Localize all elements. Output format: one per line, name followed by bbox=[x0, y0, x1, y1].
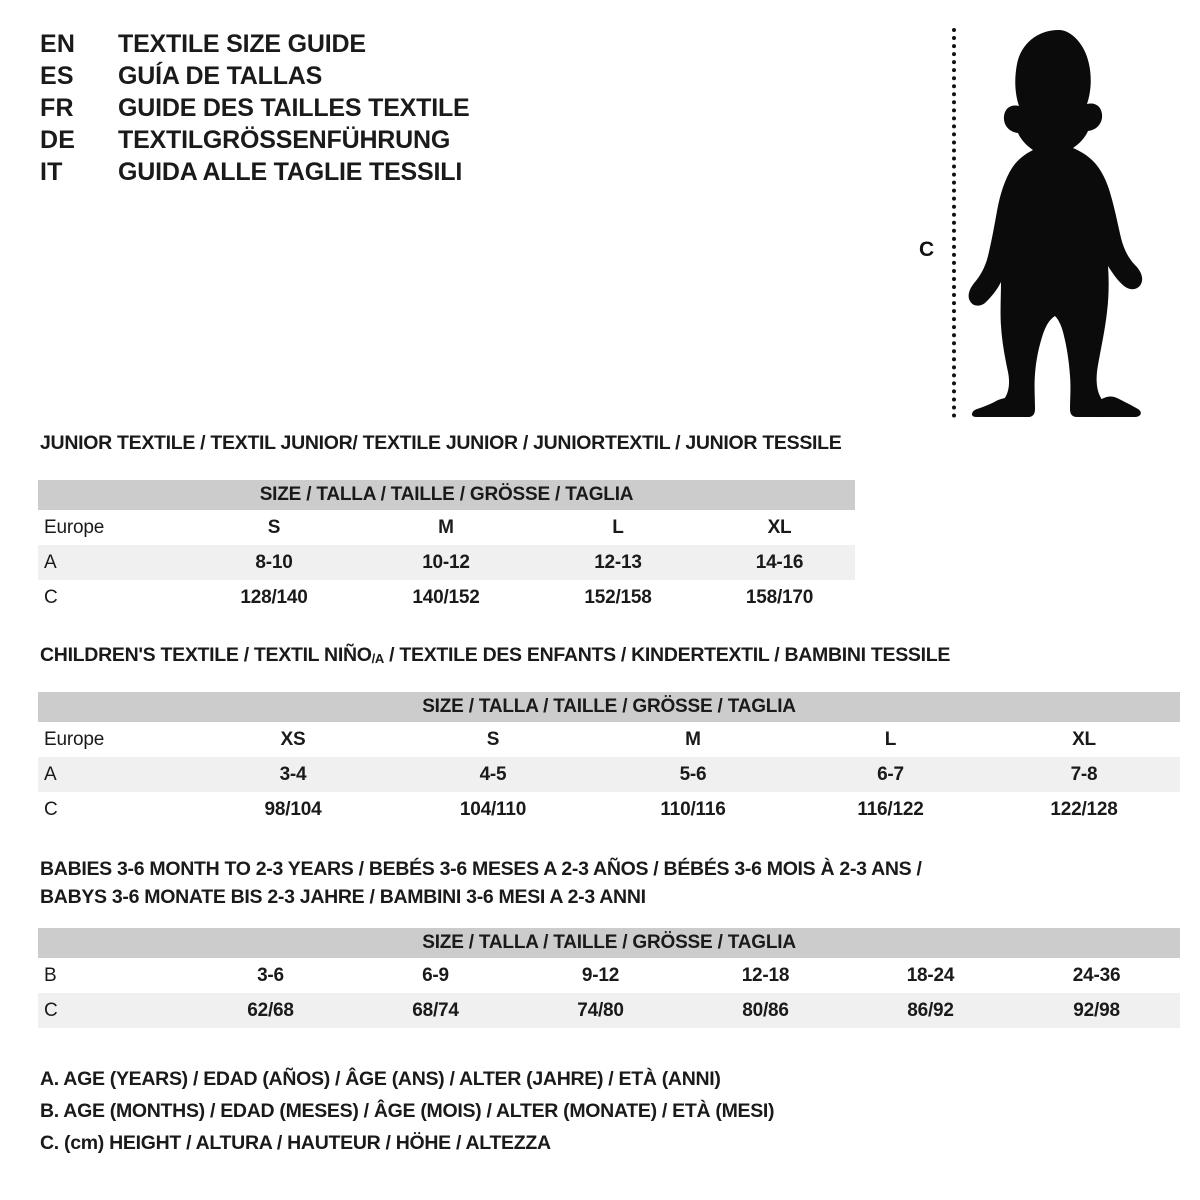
babies-cell-0-4: 18-24 bbox=[848, 958, 1013, 993]
language-row-it: IT GUIDA ALLE TAGLIE TESSILI bbox=[40, 158, 560, 190]
children-row-head-0: Europe bbox=[38, 722, 193, 757]
junior-cell-2-0: 128/140 bbox=[188, 580, 360, 615]
language-code-de: DE bbox=[40, 126, 76, 154]
babies-cell-1-5: 92/98 bbox=[1013, 993, 1181, 1028]
babies-cell-0-0: 3-6 bbox=[188, 958, 353, 993]
babies-cell-1-2: 74/80 bbox=[518, 993, 683, 1028]
height-measurement-figure: C bbox=[905, 20, 1185, 420]
junior-cell-0-3: XL bbox=[704, 510, 856, 545]
children-size-table: SIZE / TALLA / TAILLE / GRÖSSE / TAGLIA … bbox=[38, 692, 1181, 827]
language-code-it: IT bbox=[40, 158, 63, 186]
children-cell-0-2: M bbox=[593, 722, 793, 757]
language-title-es: GUÍA DE TALLAS bbox=[118, 62, 323, 90]
junior-cell-2-2: 152/158 bbox=[532, 580, 704, 615]
height-axis-label: C bbox=[919, 238, 935, 261]
junior-band-label: SIZE / TALLA / TAILLE / GRÖSSE / TAGLIA bbox=[38, 480, 856, 510]
babies-cell-1-3: 80/86 bbox=[683, 993, 848, 1028]
babies-size-table: SIZE / TALLA / TAILLE / GRÖSSE / TAGLIA … bbox=[38, 928, 1181, 1028]
section-heading-babies-line1: BABIES 3-6 MONTH TO 2-3 YEARS / BEBÉS 3-… bbox=[40, 858, 922, 880]
babies-band-label: SIZE / TALLA / TAILLE / GRÖSSE / TAGLIA bbox=[38, 928, 1181, 958]
junior-cell-1-2: 12-13 bbox=[532, 545, 704, 580]
children-cell-2-2: 110/116 bbox=[593, 792, 793, 827]
section-heading-junior: JUNIOR TEXTILE / TEXTIL JUNIOR/ TEXTILE … bbox=[40, 432, 842, 454]
language-title-block: EN TEXTILE SIZE GUIDE ES GUÍA DE TALLAS … bbox=[40, 30, 560, 190]
babies-cell-0-1: 6-9 bbox=[353, 958, 518, 993]
legend-line-b: B. AGE (MONTHS) / EDAD (MESES) / ÂGE (MO… bbox=[40, 1100, 775, 1122]
table-row: C 128/140 140/152 152/158 158/170 bbox=[38, 580, 856, 615]
legend-c-text: HEIGHT / ALTURA / HAUTEUR / HÖHE / ALTEZ… bbox=[104, 1132, 551, 1154]
children-cell-2-0: 98/104 bbox=[193, 792, 393, 827]
children-row-head-1: A bbox=[38, 757, 193, 792]
junior-row-head-0: Europe bbox=[38, 510, 188, 545]
table-row: A 3-4 4-5 5-6 6-7 7-8 bbox=[38, 757, 1181, 792]
measurement-legend: A. AGE (YEARS) / EDAD (AÑOS) / ÂGE (ANS)… bbox=[40, 1068, 940, 1164]
babies-table-band: SIZE / TALLA / TAILLE / GRÖSSE / TAGLIA bbox=[38, 928, 1181, 958]
language-code-en: EN bbox=[40, 30, 76, 58]
legend-line-c: C. (cm) HEIGHT / ALTURA / HAUTEUR / HÖHE… bbox=[40, 1132, 940, 1164]
junior-cell-1-3: 14-16 bbox=[704, 545, 856, 580]
language-row-es: ES GUÍA DE TALLAS bbox=[40, 62, 560, 94]
children-cell-2-3: 116/122 bbox=[793, 792, 988, 827]
babies-cell-0-3: 12-18 bbox=[683, 958, 848, 993]
section-heading-children: CHILDREN'S TEXTILE / TEXTIL NIÑO/A / TEX… bbox=[40, 644, 950, 667]
legend-line-a: A. AGE (YEARS) / EDAD (AÑOS) / ÂGE (ANS)… bbox=[40, 1068, 721, 1090]
junior-cell-2-3: 158/170 bbox=[704, 580, 856, 615]
children-band-label: SIZE / TALLA / TAILLE / GRÖSSE / TAGLIA bbox=[38, 692, 1181, 722]
children-cell-0-0: XS bbox=[193, 722, 393, 757]
junior-size-table: SIZE / TALLA / TAILLE / GRÖSSE / TAGLIA … bbox=[38, 480, 856, 615]
language-title-it: GUIDA ALLE TAGLIE TESSILI bbox=[118, 158, 463, 186]
junior-cell-0-0: S bbox=[188, 510, 360, 545]
junior-row-head-2: C bbox=[38, 580, 188, 615]
babies-row-head-1: C bbox=[38, 993, 188, 1028]
babies-row-head-0: B bbox=[38, 958, 188, 993]
junior-row-head-1: A bbox=[38, 545, 188, 580]
babies-cell-1-4: 86/92 bbox=[848, 993, 1013, 1028]
table-row: B 3-6 6-9 9-12 12-18 18-24 24-36 bbox=[38, 958, 1181, 993]
language-code-es: ES bbox=[40, 62, 74, 90]
language-title-de: TEXTILGRÖSSENFÜHRUNG bbox=[118, 126, 451, 154]
table-row: C 62/68 68/74 74/80 80/86 86/92 92/98 bbox=[38, 993, 1181, 1028]
legend-c-unit: C. (cm) bbox=[40, 1132, 104, 1154]
junior-cell-0-2: L bbox=[532, 510, 704, 545]
babies-cell-0-2: 9-12 bbox=[518, 958, 683, 993]
babies-cell-1-1: 68/74 bbox=[353, 993, 518, 1028]
children-cell-1-0: 3-4 bbox=[193, 757, 393, 792]
table-row: Europe XS S M L XL bbox=[38, 722, 1181, 757]
language-title-en: TEXTILE SIZE GUIDE bbox=[118, 30, 366, 58]
table-row: A 8-10 10-12 12-13 14-16 bbox=[38, 545, 856, 580]
table-row: Europe S M L XL bbox=[38, 510, 856, 545]
language-row-en: EN TEXTILE SIZE GUIDE bbox=[40, 30, 560, 62]
height-dotted-line bbox=[952, 28, 956, 418]
children-heading-subscript: /A bbox=[371, 651, 385, 666]
table-row: C 98/104 104/110 110/116 116/122 122/128 bbox=[38, 792, 1181, 827]
children-cell-1-4: 7-8 bbox=[988, 757, 1181, 792]
junior-cell-2-1: 140/152 bbox=[360, 580, 532, 615]
children-row-head-2: C bbox=[38, 792, 193, 827]
babies-cell-0-5: 24-36 bbox=[1013, 958, 1181, 993]
junior-table-band: SIZE / TALLA / TAILLE / GRÖSSE / TAGLIA bbox=[38, 480, 856, 510]
children-heading-part1: CHILDREN'S TEXTILE / TEXTIL NIÑO bbox=[40, 644, 372, 666]
children-cell-1-3: 6-7 bbox=[793, 757, 988, 792]
children-cell-2-4: 122/128 bbox=[988, 792, 1181, 827]
babies-cell-1-0: 62/68 bbox=[188, 993, 353, 1028]
children-cell-0-3: L bbox=[793, 722, 988, 757]
children-cell-0-1: S bbox=[393, 722, 593, 757]
junior-cell-1-0: 8-10 bbox=[188, 545, 360, 580]
language-row-de: DE TEXTILGRÖSSENFÜHRUNG bbox=[40, 126, 560, 158]
children-heading-part2: / TEXTILE DES ENFANTS / KINDERTEXTIL / B… bbox=[384, 644, 951, 666]
language-row-fr: FR GUIDE DES TAILLES TEXTILE bbox=[40, 94, 560, 126]
children-cell-2-1: 104/110 bbox=[393, 792, 593, 827]
children-cell-1-1: 4-5 bbox=[393, 757, 593, 792]
section-heading-babies-line2: BABYS 3-6 MONATE BIS 2-3 JAHRE / BAMBINI… bbox=[40, 886, 646, 908]
children-cell-0-4: XL bbox=[988, 722, 1181, 757]
junior-cell-0-1: M bbox=[360, 510, 532, 545]
children-table-band: SIZE / TALLA / TAILLE / GRÖSSE / TAGLIA bbox=[38, 692, 1181, 722]
language-code-fr: FR bbox=[40, 94, 74, 122]
child-silhouette-icon bbox=[968, 30, 1143, 417]
junior-cell-1-1: 10-12 bbox=[360, 545, 532, 580]
children-cell-1-2: 5-6 bbox=[593, 757, 793, 792]
language-title-fr: GUIDE DES TAILLES TEXTILE bbox=[118, 94, 470, 122]
